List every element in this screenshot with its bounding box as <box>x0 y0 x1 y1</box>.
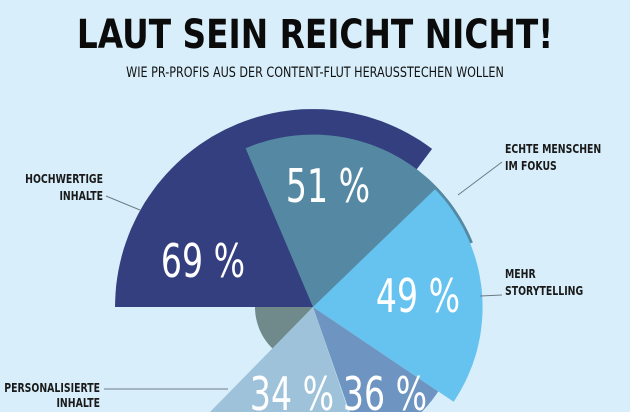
category-label: HOCHWERTIGE <box>25 172 103 186</box>
category-label: INHALTE <box>56 396 100 410</box>
chart-title: LAUT SEIN REICHT NICHT! <box>77 11 553 58</box>
slice-value-label: 34 % <box>250 369 334 412</box>
hub-sector <box>255 307 313 349</box>
category-label: ECHTE MENSCHEN <box>505 142 601 156</box>
leader-line <box>479 294 503 297</box>
slice-3 <box>313 307 439 412</box>
slice-4 <box>210 307 349 412</box>
slice-value-label: 69 % <box>161 236 245 289</box>
labels-group: 69 % 51 % 49 % 36 %34 % HOCHWERTIGE INHALTE EC… <box>4 142 601 412</box>
leader-line <box>457 161 503 196</box>
category-label: STORYTELLING <box>505 284 583 298</box>
slice-value-label: 51 % <box>286 161 370 214</box>
category-label: INHALTE <box>59 189 103 203</box>
category-label: MEHR <box>505 267 536 281</box>
slice-value-label: 49 % <box>376 271 460 324</box>
chart-subtitle: WIE PR-PROFIS AUS DER CONTENT-FLUT HERAU… <box>126 64 504 81</box>
category-label: IM FOKUS <box>505 159 557 173</box>
slice-value-label: 36 % <box>343 369 427 412</box>
slices-group <box>115 109 483 412</box>
category-label: PERSONALISIERTE <box>4 381 100 395</box>
slice-2 <box>313 189 483 402</box>
leader-line <box>105 195 141 211</box>
